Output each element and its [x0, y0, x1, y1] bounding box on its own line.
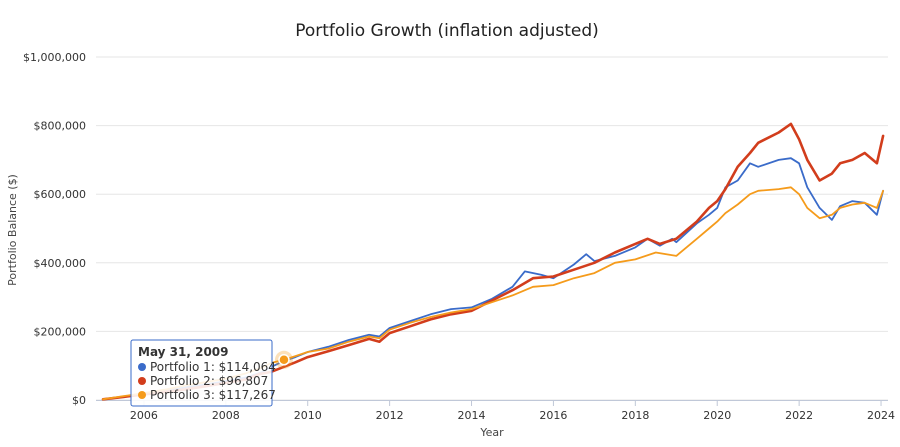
tooltip-legend-dot	[138, 363, 146, 371]
x-tick-label: 2010	[294, 409, 322, 422]
x-tick-label: 2022	[785, 409, 813, 422]
tooltip-entry: Portfolio 3: $117,267	[150, 388, 276, 402]
x-tick-label: 2016	[539, 409, 567, 422]
x-axis-title: Year	[479, 426, 504, 439]
x-tick-label: 2006	[130, 409, 158, 422]
tooltip-entry: Portfolio 2: $96,807	[150, 374, 268, 388]
y-axis-title: Portfolio Balance ($)	[6, 174, 19, 286]
y-tick-label: $600,000	[34, 188, 87, 201]
chart-title: Portfolio Growth (inflation adjusted)	[295, 21, 599, 41]
tooltip-entry: Portfolio 1: $114,064	[150, 360, 276, 374]
x-tick-label: 2008	[212, 409, 240, 422]
tooltip-legend-dot	[138, 377, 146, 385]
tooltip-legend-dot	[138, 391, 146, 399]
y-tick-label: $0	[72, 394, 86, 407]
y-tick-label: $800,000	[34, 120, 87, 133]
x-axis: 2006 2008 2010 2012 2014 2016 2018 2020 2022 2024	[96, 400, 895, 422]
x-tick-label: 2024	[867, 409, 895, 422]
y-tick-label: $1,000,000	[23, 51, 86, 64]
x-tick-label: 2020	[703, 409, 731, 422]
y-tick-label: $200,000	[34, 325, 87, 338]
y-axis-ticks: $0 $200,000 $400,000 $600,000 $800,000 $1,000…	[23, 51, 86, 407]
tooltip-box	[130, 339, 273, 407]
x-tick-label: 2012	[376, 409, 404, 422]
hover-marker	[274, 350, 293, 369]
x-tick-label: 2014	[458, 409, 486, 422]
tooltip-date: May 31, 2009	[138, 345, 229, 359]
y-tick-label: $400,000	[34, 257, 87, 270]
hover-point	[278, 354, 290, 366]
x-tick-label: 2018	[621, 409, 649, 422]
